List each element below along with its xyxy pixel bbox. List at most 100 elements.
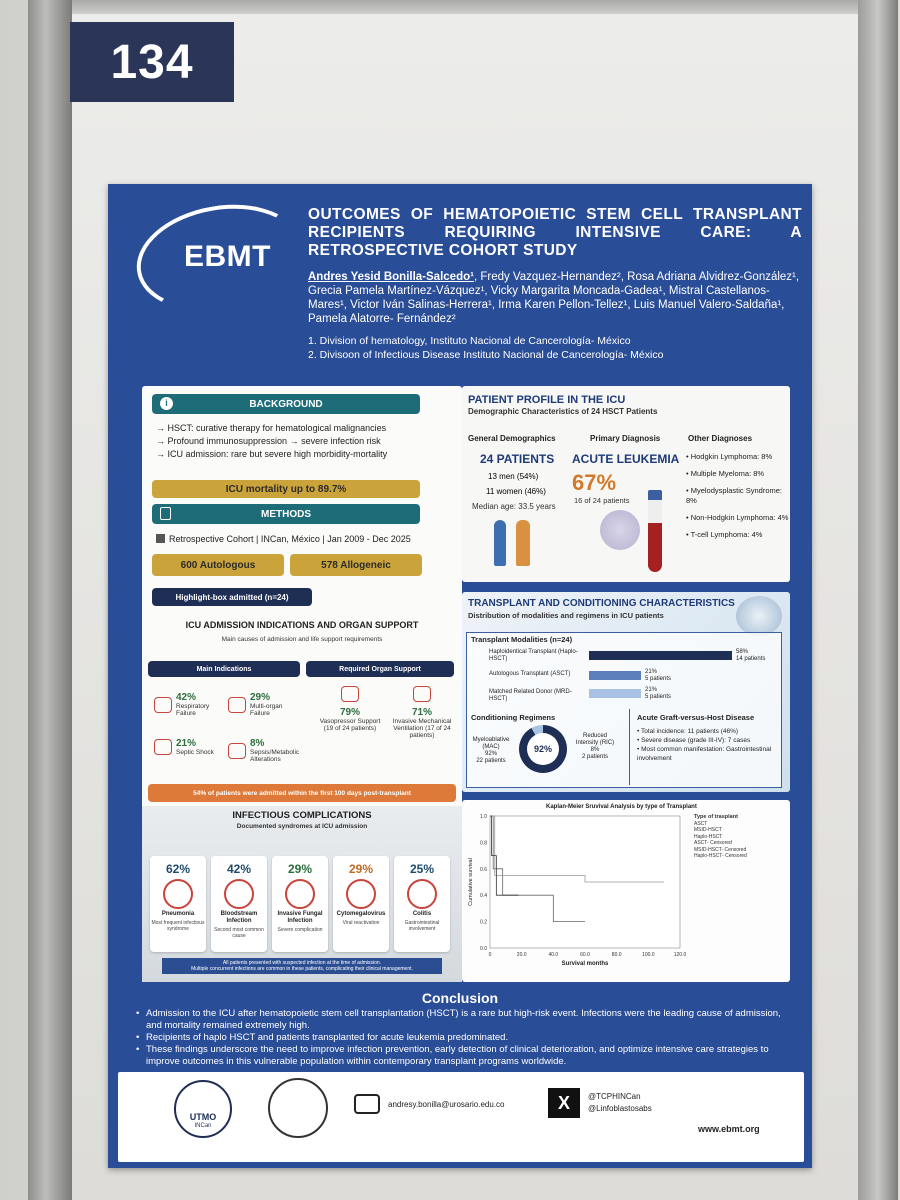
- x-logo-icon: X: [548, 1088, 580, 1118]
- hospital-icon: [156, 534, 165, 543]
- km-legend-item: MSID-HSCT: [694, 827, 722, 833]
- other-diagnoses-list: • Hodgkin Lymphoma: 8% • Multiple Myelom…: [686, 452, 789, 539]
- infections-note: All patients presented with suspected in…: [162, 958, 442, 974]
- km-curve-msid: [490, 815, 665, 883]
- km-ylabel: Cumulative survival: [468, 858, 474, 906]
- km-legend-heading: Type of trasplant: [694, 814, 738, 820]
- conclusion-item: Admission to the ICU after hematopoietic…: [136, 1008, 796, 1032]
- km-legend-item: ASCT- Censored: [694, 840, 732, 846]
- infection-card: 62% Pneumonia Most frequent infectious syn…: [150, 856, 206, 952]
- man-figure-icon: [494, 520, 506, 566]
- co-authors: , Fredy Vazquez-Hernandez², Rosa Adriana…: [308, 271, 800, 325]
- affiliations: 1. Division of hematology, Instituto Nac…: [308, 334, 802, 362]
- profile-subtitle: Demographic Characteristics of 24 HSCT P…: [468, 407, 658, 416]
- infection-card: 25% Colitis Gastrointestinal involvement: [394, 856, 450, 952]
- infections-note-2: Multiple concurrent infections are commo…: [191, 966, 413, 972]
- km-curve-haplo: [490, 815, 519, 896]
- primary-diagnosis-heading: Primary Diagnosis: [590, 434, 661, 443]
- contact-email[interactable]: andresy.bonilla@urosario.edu.co: [388, 1100, 505, 1109]
- stat-label: Multi-organ Failure: [250, 703, 283, 717]
- modality-label: Autologous Transplant (ASCT): [489, 671, 571, 677]
- lungs-icon: [163, 879, 193, 909]
- stat-label: Vasopressor Support (19 of 24 patients): [319, 718, 381, 732]
- km-ytick: 0.2: [480, 920, 487, 926]
- poster-header: EBMT OUTCOMES OF HEMATOPOIETIC STEM CELL…: [108, 184, 812, 380]
- km-ytick: 0.4: [480, 893, 487, 899]
- modality-percent: 21%: [645, 687, 658, 693]
- infections-note-1: All patients presented with suspected in…: [222, 960, 382, 966]
- x-handle[interactable]: @TCPHINCan: [588, 1092, 641, 1101]
- kidneys-icon: [228, 696, 246, 713]
- km-legend-items: ASCT MSID-HSCT Haplo-HSCT ASCT- Censored MSI…: [694, 821, 747, 860]
- support-label: Required Organ Support: [306, 661, 454, 677]
- other-diagnosis: Hodgkin Lymphoma: 8%: [690, 452, 773, 461]
- monitor-icon: [341, 686, 359, 702]
- other-diagnosis: T-cell Lymphoma: 4%: [690, 530, 763, 539]
- author-list: Andres Yesid Bonilla-Salcedo¹, Fredy Vaz…: [308, 270, 802, 326]
- infection-name: Invasive Fungal Infection: [277, 911, 323, 924]
- icu-subtitle: Main causes of admission and life suppor…: [221, 636, 383, 643]
- test-tube-icon: [648, 490, 662, 572]
- affiliation-2: 2. Divisoon of Infectious Disease Instit…: [308, 349, 664, 361]
- stat-value: 71%: [411, 707, 432, 718]
- lungs-icon: [154, 696, 172, 713]
- conclusion-item: Recipients of haplo HSCT and patients tr…: [136, 1032, 796, 1044]
- transplant-title: TRANSPLANT AND CONDITIONING CHARACTERIST…: [468, 598, 735, 609]
- methods-label: METHODS: [261, 508, 311, 520]
- infection-note: Severe complication: [277, 927, 323, 933]
- icu-title: ICU ADMISSION INDICATIONS AND ORGAN SUPP…: [185, 620, 419, 630]
- x-handle[interactable]: @Linfoblastosabs: [588, 1104, 652, 1113]
- poster-footer: UTMO INCan andresy.bonilla@urosario.edu.…: [118, 1072, 804, 1162]
- divider: [629, 709, 630, 785]
- gvhd-item: Severe disease (grade III-IV): 7 cases: [641, 737, 751, 744]
- methods-header: METHODS: [152, 504, 420, 524]
- other-diagnosis: Multiple Myeloma: 8%: [690, 469, 765, 478]
- mac-name: Myeloablative (MAC): [472, 737, 510, 750]
- km-xtick: 40.0: [548, 952, 558, 958]
- km-ytick: 0.8: [480, 840, 487, 846]
- ric-name: Reduced Intensity (RIC): [575, 733, 615, 746]
- affiliation-1: 1. Division of hematology, Instituto Nac…: [308, 335, 631, 347]
- stat-value: 29%: [250, 692, 271, 703]
- infection-name: Colitis: [412, 911, 432, 917]
- board-number: 134: [70, 22, 234, 102]
- modality-label: Matched Related Donor (MRD-HSCT): [489, 689, 572, 702]
- background-header: i BACKGROUND: [152, 394, 420, 414]
- ventilator-icon: [413, 686, 431, 702]
- infection-name: Pneumonia: [161, 911, 195, 917]
- methods-design-text: Retrospective Cohort | INCan, México | J…: [169, 534, 411, 544]
- other-diagnosis: Non-Hodgkin Lymphoma: 4%: [690, 513, 789, 522]
- ric-percent: 8%: [590, 747, 600, 753]
- infection-note: Gastrointestinal involvement: [404, 920, 440, 932]
- patient-count: 24 PATIENTS: [480, 452, 555, 466]
- poster: EBMT OUTCOMES OF HEMATOPOIETIC STEM CELL…: [108, 184, 812, 1168]
- modalities-heading: Transplant Modalities (n=24): [471, 635, 573, 644]
- website-link[interactable]: www.ebmt.org: [698, 1124, 760, 1134]
- modality-value: 21% 5 patients: [645, 669, 671, 683]
- modality-count: 5 patients: [645, 694, 672, 700]
- gvhd-heading: Acute Graft-versus-Host Disease: [637, 713, 755, 722]
- km-legend: Type of trasplant ASCT MSID-HSCT Haplo-HSC…: [694, 814, 747, 860]
- primary-diagnosis-count: 16 of 24 patients: [574, 496, 630, 505]
- heart-pulse-icon: [154, 739, 172, 755]
- km-xtick: 100.0: [642, 952, 655, 958]
- background-bullets: → HSCT: curative therapy for hematologic…: [156, 422, 456, 461]
- poster-body: i BACKGROUND → HSCT: curative therapy fo…: [130, 384, 800, 988]
- autologous-count: 600 Autologous: [152, 554, 284, 576]
- modality-value: 58% 14 patients: [736, 649, 765, 663]
- stat-multiorgan: 29% Multi-organ Failure: [228, 692, 290, 717]
- km-ytick: 1.0: [480, 814, 487, 820]
- km-xtick: 80.0: [612, 952, 622, 958]
- virus-icon: [346, 879, 376, 909]
- infections-title: INFECTIOUS COMPLICATIONS: [232, 810, 372, 821]
- infection-card: 42% Bloodstream Infection Second most comm…: [211, 856, 267, 952]
- ebmt-logo: EBMT: [184, 240, 271, 273]
- other-diagnoses-heading: Other Diagnoses: [688, 434, 753, 443]
- utmo-label: UTMO: [189, 1112, 217, 1122]
- km-legend-item: Haplo-HSCT- Censored: [694, 853, 747, 859]
- background-bullet: → HSCT: curative therapy for hematologic…: [156, 423, 387, 433]
- km-xtick: 60.0: [580, 952, 590, 958]
- board-top-rail: [60, 0, 860, 16]
- stat-label: Respiratory Failure: [176, 703, 210, 717]
- other-diagnosis: Myelodysplastic Syndrome: 8%: [686, 486, 783, 505]
